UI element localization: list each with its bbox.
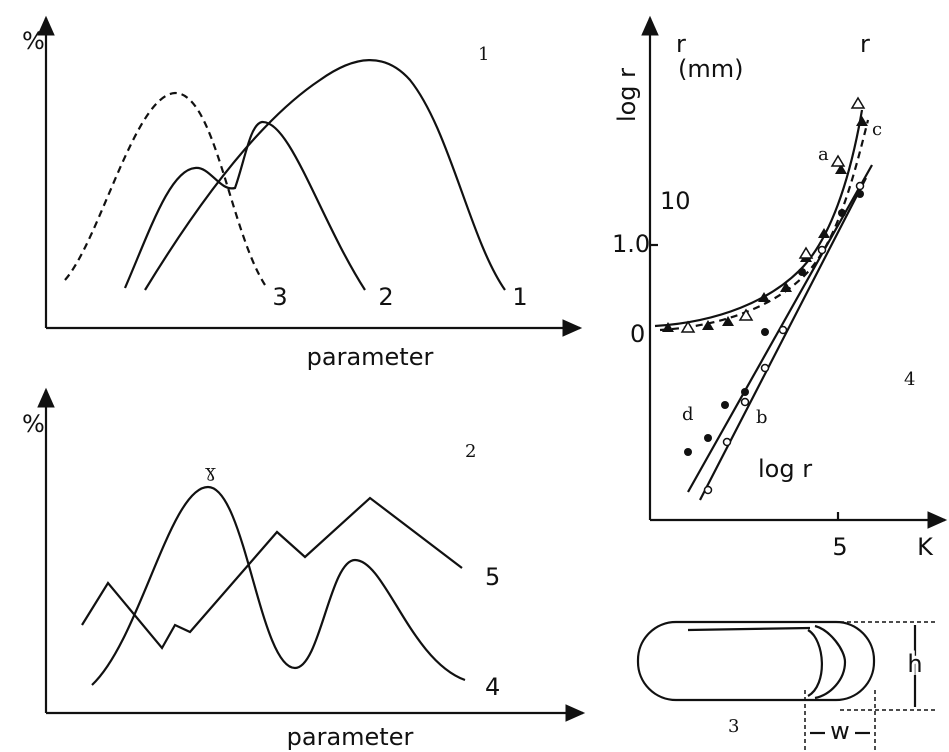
- peak-label: ɣ: [205, 461, 216, 482]
- y-label: %: [22, 410, 45, 438]
- curve-label: a: [818, 144, 829, 165]
- panel-number: 3: [728, 716, 739, 737]
- curve-5: [81, 496, 463, 650]
- body: [636, 620, 876, 702]
- panel-2: % 2 ɣ 5 4 parameter: [22, 387, 586, 751]
- y-label: %: [22, 27, 45, 55]
- curve-2: [123, 120, 366, 291]
- points-d: [684, 190, 864, 456]
- x-label: parameter: [307, 343, 434, 371]
- head: [814, 624, 847, 700]
- curve-label: 5: [485, 563, 500, 591]
- x-tick-label: 5: [832, 533, 847, 561]
- panel-4: log r r (mm) 10 1.0 0 r c a d b log r 4 …: [612, 15, 948, 561]
- curve-label: 1: [512, 283, 527, 311]
- r-label: r: [676, 30, 686, 58]
- points-a: [680, 96, 866, 333]
- curve-label: c: [872, 119, 882, 140]
- left-label: 1.0: [612, 230, 650, 258]
- x-label: parameter: [287, 723, 414, 751]
- line-b: [699, 177, 867, 501]
- panel-number: 1: [478, 44, 489, 65]
- curve-a: [654, 109, 864, 328]
- curve-label: 3: [272, 283, 287, 311]
- curve-c: [659, 119, 870, 332]
- points-b: [703, 181, 865, 495]
- height-label: h: [907, 650, 922, 678]
- x-label: K: [917, 533, 934, 561]
- curve-label: 4: [485, 673, 500, 701]
- curve-4: [91, 485, 466, 686]
- left-label: 10: [660, 187, 691, 215]
- panel-3: h w 3: [636, 620, 935, 752]
- y-label: log r: [613, 68, 641, 122]
- points-c: [662, 116, 868, 332]
- panel-1: % 1 parameter 3 2 1: [22, 15, 583, 371]
- panel-number: 4: [904, 369, 915, 390]
- curve-label: r: [860, 30, 870, 58]
- unit: (mm): [678, 55, 743, 83]
- curve-label: 2: [378, 283, 393, 311]
- curve-label: b: [756, 407, 768, 428]
- curve-1: [144, 59, 506, 291]
- panel-number: 2: [465, 441, 476, 462]
- inner-label: log r: [758, 455, 812, 483]
- curve-label: d: [682, 404, 694, 425]
- curve-3: [64, 91, 266, 286]
- head-inner: [807, 629, 823, 697]
- line: [687, 626, 811, 632]
- left-label: 0: [630, 320, 645, 348]
- width-label: w: [830, 717, 850, 745]
